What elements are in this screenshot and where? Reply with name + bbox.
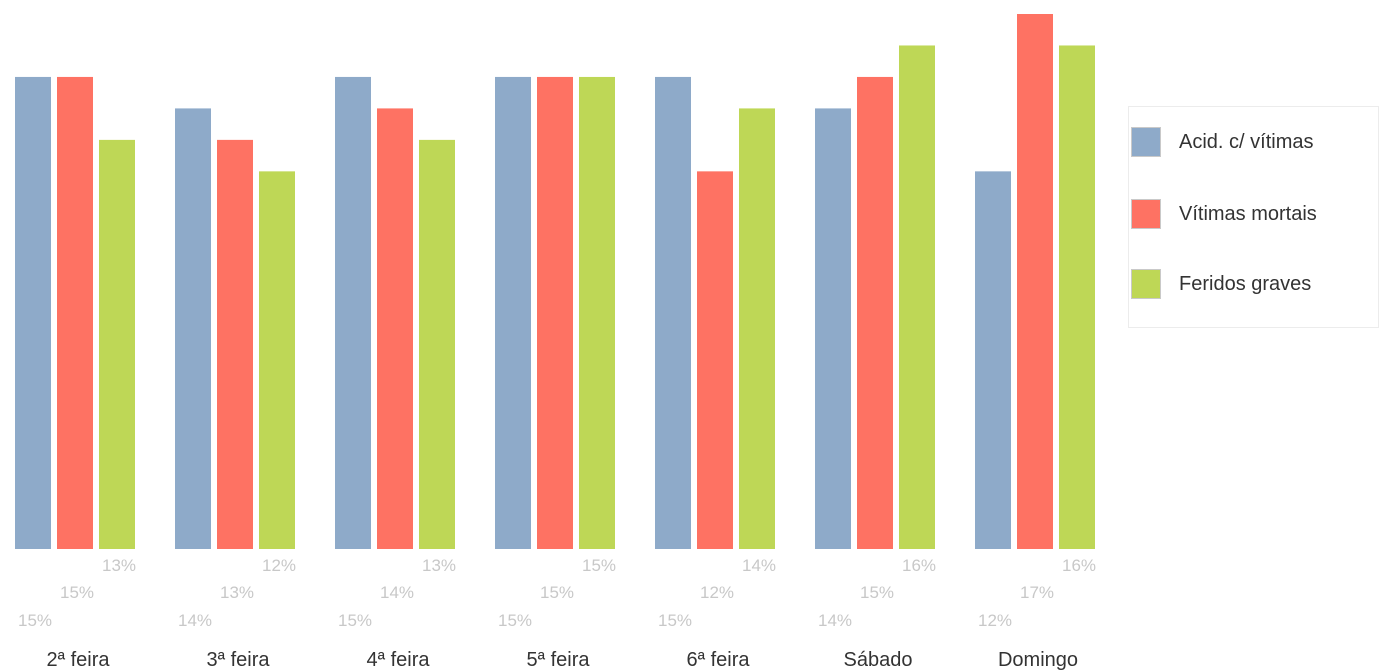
bar-vitimas-mortais-4-feira xyxy=(377,108,413,549)
bar-feridos-graves-3-feira xyxy=(259,171,295,549)
bar-acid-c-vitimas-2-feira xyxy=(15,76,51,550)
bar-acid-c-vitimas-sabado xyxy=(815,108,851,549)
legend-label-vitimas-mortais: Vítimas mortais xyxy=(1179,202,1317,225)
category-label-3-feira: 3ª feira xyxy=(207,649,271,670)
data-label-acid-c-vitimas-5-feira: 15% xyxy=(498,611,532,630)
bar-vitimas-mortais-5-feira xyxy=(537,76,573,550)
data-label-feridos-graves-3-feira: 12% xyxy=(262,556,296,575)
category-label-6-feira: 6ª feira xyxy=(687,649,751,670)
bar-acid-c-vitimas-3-feira xyxy=(175,108,211,549)
data-label-feridos-graves-5-feira: 15% xyxy=(582,556,616,575)
bar-vitimas-mortais-sabado xyxy=(857,76,893,550)
bar-vitimas-mortais-2-feira xyxy=(57,76,93,550)
data-label-acid-c-vitimas-4-feira: 15% xyxy=(338,611,372,630)
data-label-vitimas-mortais-6-feira: 12% xyxy=(700,583,734,602)
legend-swatch-feridos-graves xyxy=(1131,269,1161,299)
data-label-vitimas-mortais-4-feira: 14% xyxy=(380,583,414,602)
data-label-feridos-graves-2-feira: 13% xyxy=(102,556,136,575)
legend-item-acid-c-vitimas: Acid. c/ vítimas xyxy=(1131,127,1313,157)
category-label-2-feira: 2ª feira xyxy=(47,649,111,670)
data-label-acid-c-vitimas-domingo: 12% xyxy=(978,611,1012,630)
bar-feridos-graves-sabado xyxy=(899,45,935,550)
category-label-4-feira: 4ª feira xyxy=(367,649,431,670)
data-label-vitimas-mortais-sabado: 15% xyxy=(860,583,894,602)
data-label-feridos-graves-4-feira: 13% xyxy=(422,556,456,575)
bar-feridos-graves-6-feira xyxy=(739,108,775,549)
data-label-feridos-graves-6-feira: 14% xyxy=(742,556,776,575)
legend-label-feridos-graves: Feridos graves xyxy=(1179,272,1312,295)
bar-vitimas-mortais-3-feira xyxy=(217,139,253,549)
legend-item-vitimas-mortais: Vítimas mortais xyxy=(1131,199,1317,229)
bar-feridos-graves-5-feira xyxy=(579,76,615,550)
data-label-feridos-graves-domingo: 16% xyxy=(1062,556,1096,575)
data-label-acid-c-vitimas-3-feira: 14% xyxy=(178,611,212,630)
bar-vitimas-mortais-6-feira xyxy=(697,171,733,549)
category-label-sabado: Sábado xyxy=(844,649,913,670)
data-label-feridos-graves-sabado: 16% xyxy=(902,556,936,575)
chart-legend: Acid. c/ vítimas Vítimas mortais Feridos… xyxy=(1128,106,1379,328)
data-label-vitimas-mortais-5-feira: 15% xyxy=(540,583,574,602)
data-label-acid-c-vitimas-6-feira: 15% xyxy=(658,611,692,630)
bar-chart: 15% 15% 13% 2ª feira 14% 13% 12% 3ª feira 15% 14%… xyxy=(15,14,1096,670)
bar-feridos-graves-domingo xyxy=(1059,45,1095,550)
data-label-vitimas-mortais-2-feira: 15% xyxy=(60,583,94,602)
data-label-vitimas-mortais-3-feira: 13% xyxy=(220,583,254,602)
data-label-vitimas-mortais-domingo: 17% xyxy=(1020,583,1054,602)
bar-acid-c-vitimas-6-feira xyxy=(655,76,691,550)
bar-acid-c-vitimas-5-feira xyxy=(495,76,531,550)
bar-vitimas-mortais-domingo xyxy=(1017,14,1053,549)
legend-swatch-vitimas-mortais xyxy=(1131,199,1161,229)
legend-swatch-acid-c-vitimas xyxy=(1131,127,1161,157)
bar-feridos-graves-2-feira xyxy=(99,139,135,549)
legend-item-feridos-graves: Feridos graves xyxy=(1131,269,1311,299)
bar-acid-c-vitimas-domingo xyxy=(975,171,1011,549)
category-label-5-feira: 5ª feira xyxy=(527,649,591,670)
bar-acid-c-vitimas-4-feira xyxy=(335,76,371,550)
data-label-acid-c-vitimas-sabado: 14% xyxy=(818,611,852,630)
data-label-acid-c-vitimas-2-feira: 15% xyxy=(18,611,52,630)
bar-feridos-graves-4-feira xyxy=(419,139,455,549)
legend-label-acid-c-vitimas: Acid. c/ vítimas xyxy=(1179,130,1314,153)
category-label-domingo: Domingo xyxy=(998,649,1078,670)
